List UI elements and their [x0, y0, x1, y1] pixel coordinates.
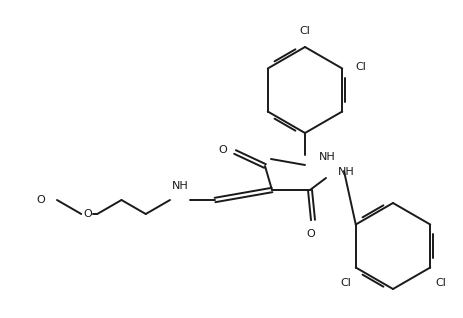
Text: NH: NH — [171, 181, 188, 191]
Text: Cl: Cl — [434, 279, 445, 288]
Text: Cl: Cl — [355, 63, 365, 73]
Text: Cl: Cl — [299, 26, 310, 36]
Text: NH: NH — [337, 167, 354, 177]
Text: NH: NH — [319, 152, 335, 162]
Text: O: O — [83, 209, 91, 219]
Text: O: O — [218, 145, 226, 155]
Text: Cl: Cl — [339, 279, 350, 288]
Text: O: O — [306, 229, 315, 239]
Text: O: O — [36, 195, 45, 205]
